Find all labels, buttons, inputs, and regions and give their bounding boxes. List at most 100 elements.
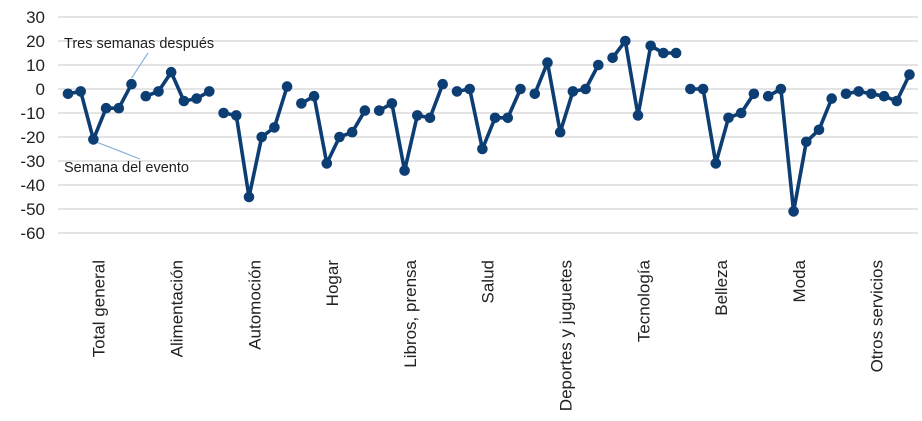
data-point [346,126,358,138]
y-tick-label: -50 [20,200,45,219]
x-category-label: Deportes y juguetes [557,260,576,411]
data-point [813,124,825,136]
data-point [204,86,215,97]
x-category-label: Tecnología [634,259,653,342]
data-point [866,88,877,100]
data-point [140,90,152,102]
data-point [554,126,566,138]
x-category-label: Total general [90,260,109,357]
data-point [231,110,242,121]
data-point [685,83,696,95]
data-point [840,88,852,100]
data-point [853,86,864,97]
series-line [377,82,445,173]
data-point [308,90,320,102]
annotations: Tres semanas después Semana del evento [64,36,214,176]
data-point [567,86,579,97]
y-axis-ticks: 30 20 10 0 -10 -20 -30 -40 -50 -60 [20,8,45,243]
data-point [762,90,774,102]
data-point [281,81,293,92]
y-tick-label: 10 [26,56,45,75]
data-point [269,122,280,133]
data-point [386,98,398,109]
data-point [113,102,125,114]
data-point [165,66,177,78]
data-point [75,86,86,97]
data-point [904,69,915,80]
data-point [670,47,682,59]
y-tick-label: -30 [20,152,45,171]
data-point [373,105,385,116]
data-point [620,35,631,47]
data-point [891,95,903,107]
data-point [359,105,371,116]
data-point [748,88,760,100]
data-point [399,165,410,176]
data-point [723,112,734,124]
data-point [153,86,164,97]
data-point [424,112,436,124]
data-point [878,90,890,102]
y-tick-label: 0 [36,80,45,99]
data-point [191,93,202,104]
data-point [296,98,307,109]
series-line [532,60,601,134]
data-point [697,83,709,95]
y-tick-label: -60 [20,224,45,243]
y-tick-label: -40 [20,176,45,195]
data-point [178,95,190,107]
data-point [658,47,669,59]
data-point [826,93,837,104]
data-point [464,83,476,95]
data-point [126,78,137,90]
data-point [321,158,333,169]
data-point [775,83,787,95]
x-category-label: Otros servicios [868,260,887,372]
x-axis-category-labels: Total general Alimentación Automoción Hogar… [90,259,887,411]
x-category-label: Automoción [245,260,264,350]
data-point [801,136,812,148]
data-point [88,134,99,145]
data-point [645,40,656,52]
data-point [334,131,345,143]
data-point [607,52,618,64]
data-point [542,57,553,68]
x-category-label: Salud [479,260,498,303]
data-point [256,131,268,143]
series-line [688,87,756,166]
annotation-three-weeks-after: Tres semanas después [64,36,214,52]
data-point [100,102,112,114]
data-point [218,107,229,119]
annotation-leader-three-weeks-after [130,52,149,79]
data-point [451,86,463,97]
data-point [243,191,255,203]
data-point [412,110,423,121]
y-tick-label: 30 [26,8,45,27]
series-line [766,87,834,214]
data-point [632,110,644,121]
y-tick-label: -10 [20,104,45,123]
data-point [515,83,526,95]
data-point [502,112,514,124]
annotation-event-week: Semana del evento [64,160,189,176]
x-category-label: Hogar [323,260,342,307]
data-point [437,78,449,90]
data-point [489,112,501,124]
data-point [580,83,591,95]
series [62,35,915,217]
series-line [221,84,289,199]
data-point [62,88,74,100]
y-tick-label: 20 [26,32,45,51]
data-point [735,107,747,119]
y-tick-label: -20 [20,128,45,147]
data-point [529,88,541,100]
data-point [710,158,722,169]
annotation-leader-event-week [97,141,141,160]
data-point [788,206,799,217]
data-point [593,59,604,71]
data-point [477,143,488,155]
x-category-label: Moda [790,259,809,302]
x-category-label: Alimentación [168,260,187,357]
x-category-label: Libros, prensa [401,259,420,367]
